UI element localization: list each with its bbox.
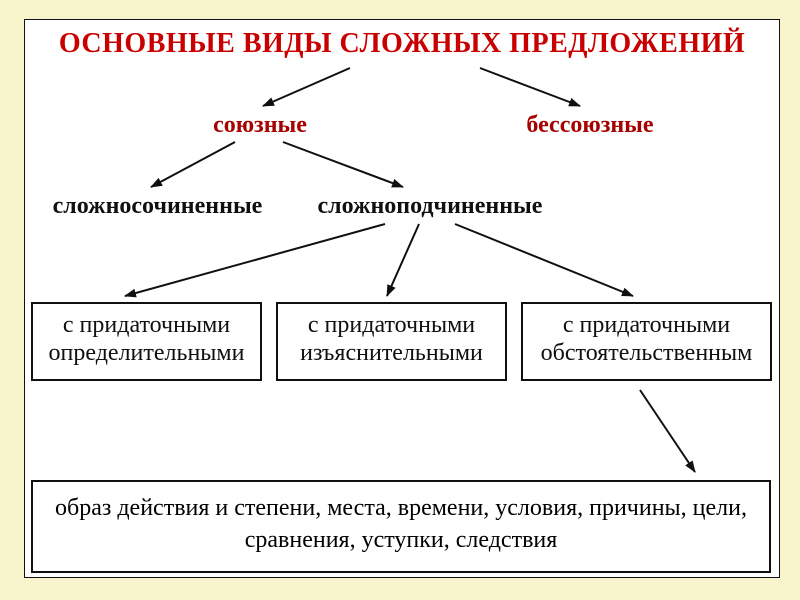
node-adverbial-types: образ действия и степени, места, времени… <box>31 480 771 573</box>
clause-def-line2: определительными <box>39 340 254 368</box>
diagram-frame: ОСНОВНЫЕ ВИДЫ СЛОЖНЫХ ПРЕДЛОЖЕНИЙ союзны… <box>24 19 780 578</box>
edge-title-to-nonunion <box>480 68 580 106</box>
edge-complex-to-clause_def <box>125 224 385 296</box>
diagram-title: ОСНОВНЫЕ ВИДЫ СЛОЖНЫХ ПРЕДЛОЖЕНИЙ <box>25 28 779 60</box>
node-union: союзные <box>185 112 335 140</box>
node-clause-obj: с придаточными изъяснительными <box>276 302 507 381</box>
node-clause-adv: с придаточными обстоятельственным <box>521 302 772 381</box>
edge-title-to-union <box>263 68 350 106</box>
clause-adv-line1: с придаточными <box>529 312 764 340</box>
clause-adv-line2: обстоятельственным <box>529 340 764 368</box>
clause-obj-line1: с придаточными <box>284 312 499 340</box>
node-clause-def: с придаточными определительными <box>31 302 262 381</box>
edge-complex-to-clause_obj <box>387 224 419 296</box>
edge-complex-to-clause_adv <box>455 224 633 296</box>
node-nonunion: бессоюзные <box>490 112 690 140</box>
clause-obj-line2: изъяснительными <box>284 340 499 368</box>
edge-clause_adv-to-adverbial_types <box>640 390 695 472</box>
edge-union-to-complex <box>283 142 403 187</box>
clause-def-line1: с придаточными <box>39 312 254 340</box>
edge-union-to-compound <box>151 142 235 187</box>
node-compound: сложносочиненные <box>25 193 290 221</box>
node-complex: сложноподчиненные <box>290 193 570 221</box>
